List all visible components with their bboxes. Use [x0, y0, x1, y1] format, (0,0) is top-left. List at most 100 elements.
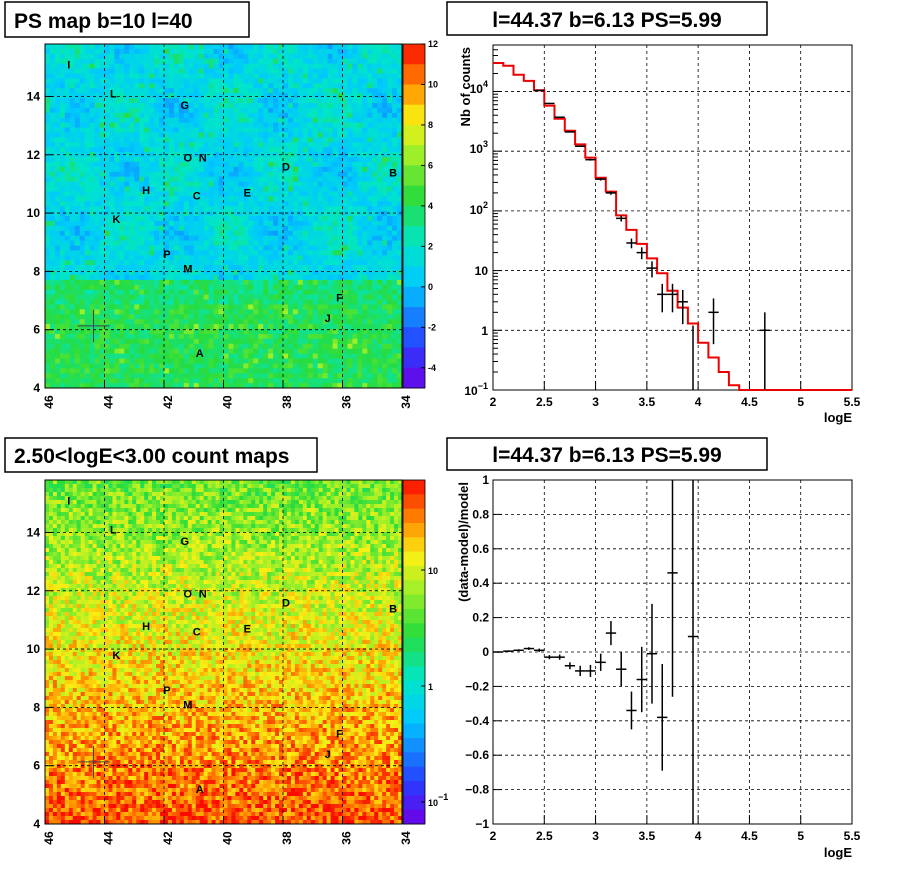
spectrum-xtick-label: 2.5: [536, 395, 553, 409]
ps-map-colorbar-cell: [403, 367, 425, 389]
residual-ylabel: (data-model)/model: [456, 482, 471, 602]
ps-map-colorbar-label: 12: [428, 39, 438, 49]
ps-map-colorbar-label: 8: [428, 120, 433, 130]
spectrum-data-point: [636, 247, 647, 260]
residual-xtick-label: 5: [797, 829, 804, 843]
source-label-M: M: [183, 263, 192, 275]
count-map-xtick-label: 38: [280, 831, 294, 845]
spectrum-ylabel: Nb of counts: [458, 47, 473, 126]
count-map-colorbar-cell: [403, 551, 425, 567]
source-label-M: M: [183, 699, 192, 711]
ps-map-colorbar-label: -2: [428, 322, 436, 332]
spectrum-ytick-label: 103: [470, 139, 488, 156]
source-label-C: C: [193, 627, 201, 639]
source-label-G: G: [181, 536, 190, 548]
spectrum-frame: [492, 44, 853, 391]
source-label-G: G: [181, 100, 190, 112]
source-label-P: P: [163, 249, 170, 261]
ps-map-colorbar-cell: [403, 327, 425, 349]
spectrum-xtick-label: 5: [797, 395, 804, 409]
residual-data-point: [575, 665, 586, 677]
residual-xtick-label: 2: [490, 829, 497, 843]
count-map-colorbar-label: 10: [428, 566, 438, 576]
count-map-colorbar-label: 1: [428, 682, 433, 692]
count-map-colorbar-cell: [403, 666, 425, 682]
source-label-L: L: [110, 525, 117, 537]
spectrum-ytick-label: 102: [470, 200, 488, 217]
residual-ytick-label: −0.6: [465, 748, 489, 762]
ps-map-colorbar-label: -4: [428, 363, 436, 373]
source-label-P: P: [163, 685, 170, 697]
spectrum-xtick-label: 4: [695, 395, 702, 409]
residual-data-point: [523, 647, 535, 650]
ps-map-colorbar-cell: [403, 266, 425, 288]
ps-map-title-box: [4, 1, 250, 38]
spectrum-data-point: [564, 131, 576, 133]
residual-xtick-label: 4: [695, 829, 702, 843]
source-label-I: I: [67, 59, 70, 71]
count-map-colorbar-cell: [403, 594, 425, 610]
ps-map-colorbar-cell: [403, 124, 425, 146]
spectrum-data-point: [575, 145, 586, 147]
source-label-H: H: [142, 185, 150, 197]
ps-map-colorbar-cell: [403, 185, 425, 207]
source-label-A: A: [196, 348, 204, 360]
ps-map-colorbar-cell: [403, 246, 425, 268]
residual-ytick-label: −0.2: [465, 679, 489, 693]
spectrum-data-point: [534, 89, 545, 92]
ps-map-colorbar-label: 2: [428, 241, 433, 251]
spectrum-xtick-label: 4.5: [741, 395, 758, 409]
spectrum-title: l=44.37 b=6.13 PS=5.99: [492, 9, 721, 32]
source-label-J: J: [325, 749, 331, 761]
count-map-colorbar-cell: [403, 523, 425, 538]
residual-title: l=44.37 b=6.13 PS=5.99: [492, 444, 721, 467]
residual-data-point: [503, 650, 514, 652]
residual-data-point: [554, 654, 565, 660]
spectrum-data-point: [667, 283, 678, 313]
count-map-ytick-label: 8: [33, 700, 40, 714]
count-map-colorbar-cell: [403, 695, 425, 710]
residual-data-point: [493, 651, 504, 653]
count-map-colorbar-cell: [403, 580, 425, 596]
count-map-colorbar-cell: [403, 480, 425, 495]
ps-map-colorbar-cell: [403, 165, 425, 187]
count-map-colorbar-cell: [403, 809, 425, 825]
ps-map-title: PS map b=10 l=40: [14, 10, 193, 33]
residual-xtick-label: 4.5: [741, 829, 758, 843]
count-map-colorbar-cell: [403, 781, 425, 796]
spectrum-data-point: [759, 312, 770, 390]
spectrum-data-point: [677, 289, 688, 325]
source-label-D: D: [282, 161, 290, 173]
count-map-colorbar-cell: [403, 508, 425, 524]
source-label-N: N: [199, 153, 207, 165]
residual-ytick-label: −0.8: [465, 783, 489, 797]
count-map-colorbar-label: 10−1: [428, 792, 448, 808]
count-map-colorbar-frame: [402, 479, 426, 825]
source-label-E: E: [244, 188, 251, 200]
ps-map-colorbar-cell: [403, 84, 425, 106]
count-map-title: 2.50<logE<3.00 count maps: [14, 445, 289, 468]
ps-map-ytick-label: 4: [33, 381, 40, 395]
residual-panel: 2 2.5 3 3.5 4 4.5 5 5.5 −1 −0.8 −0.6 −0.4 −0.2 0 0.2 0.…: [456, 473, 861, 860]
residual-data-point: [605, 621, 617, 646]
count-map-colorbar-cell: [403, 494, 425, 510]
spectrum-ytick-label: 104: [470, 79, 488, 96]
ps-map-ytick-label: 14: [27, 89, 41, 103]
count-map-colorbar-cell: [403, 795, 425, 811]
count-map-colorbar-cell: [403, 637, 425, 653]
ps-map-pixels: [45, 44, 403, 389]
source-label-B: B: [389, 167, 397, 179]
count-map-colorbar-cell: [403, 709, 425, 725]
ps-map-colorbar-frame: [402, 43, 426, 389]
count-map-colorbar-cell: [403, 566, 425, 581]
ps-map-colorbar-cell: [403, 64, 425, 85]
residual-ytick-label: 1: [482, 473, 489, 487]
spectrum-xtick-label: 2: [490, 395, 497, 409]
source-label-O: O: [184, 589, 193, 601]
spectrum-xtick-label: 5.5: [844, 395, 861, 409]
ps-map-colorbar-cell: [403, 205, 425, 227]
residual-ytick-label: −1: [475, 817, 489, 831]
residual-data-point: [657, 664, 668, 771]
spectrum-ytick-label: 10−1: [464, 381, 488, 398]
